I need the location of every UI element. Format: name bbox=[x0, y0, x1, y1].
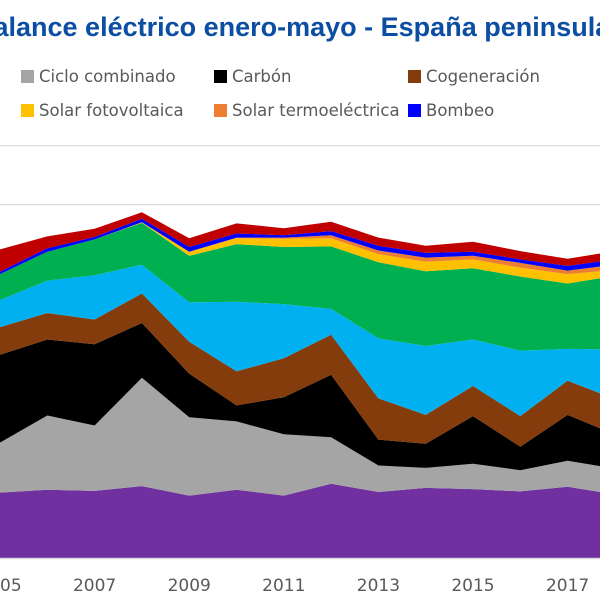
x-tick-label: 2009 bbox=[168, 576, 211, 596]
legend-label: Bombeo bbox=[426, 101, 495, 120]
legend-item-cogeneracion: Cogeneración bbox=[408, 67, 540, 86]
legend-item-solar-fotovoltaica: Solar fotovoltaica bbox=[21, 101, 184, 120]
legend-swatch bbox=[21, 70, 34, 83]
chart-title: Balance eléctrico enero-mayo - España pe… bbox=[0, 12, 600, 42]
area-series-4 bbox=[0, 264, 600, 417]
x-tick-label: 2013 bbox=[357, 576, 400, 596]
x-tick-label: 2007 bbox=[73, 576, 116, 596]
legend-swatch bbox=[408, 104, 421, 117]
legend-label: Solar fotovoltaica bbox=[39, 101, 184, 120]
area-series-solar-fotovoltaica bbox=[0, 222, 600, 284]
area-series-ciclo-combinado bbox=[0, 377, 600, 496]
x-tick-label: 2015 bbox=[451, 576, 494, 596]
area-series-5 bbox=[0, 222, 600, 351]
legend-item-ciclo-combinado: Ciclo combinado bbox=[21, 67, 176, 86]
x-tick-label: 2011 bbox=[262, 576, 305, 596]
legend-item-bombeo: Bombeo bbox=[408, 101, 494, 120]
legend-label: Cogeneración bbox=[426, 67, 540, 86]
legend-swatch bbox=[21, 104, 34, 117]
x-tick-label: 2005 bbox=[0, 576, 22, 596]
legend-swatch bbox=[214, 70, 227, 83]
legend-swatch bbox=[408, 70, 421, 83]
area-series-cogeneraci-n bbox=[0, 293, 600, 447]
area-series-carb-n bbox=[0, 323, 600, 471]
area-series-0 bbox=[0, 483, 600, 558]
legend-item-carbon: Carbón bbox=[214, 67, 291, 86]
legend-item-solar-termoelectrica: Solar termoeléctrica bbox=[214, 101, 400, 120]
x-tick-label: 2017 bbox=[546, 576, 589, 596]
area-series-solar-termoel-ctrica bbox=[0, 222, 600, 275]
legend-label: Solar termoeléctrica bbox=[232, 101, 400, 120]
legend-label: Carbón bbox=[232, 67, 292, 86]
legend-label: Ciclo combinado bbox=[39, 67, 176, 86]
legend-swatch bbox=[214, 104, 227, 117]
